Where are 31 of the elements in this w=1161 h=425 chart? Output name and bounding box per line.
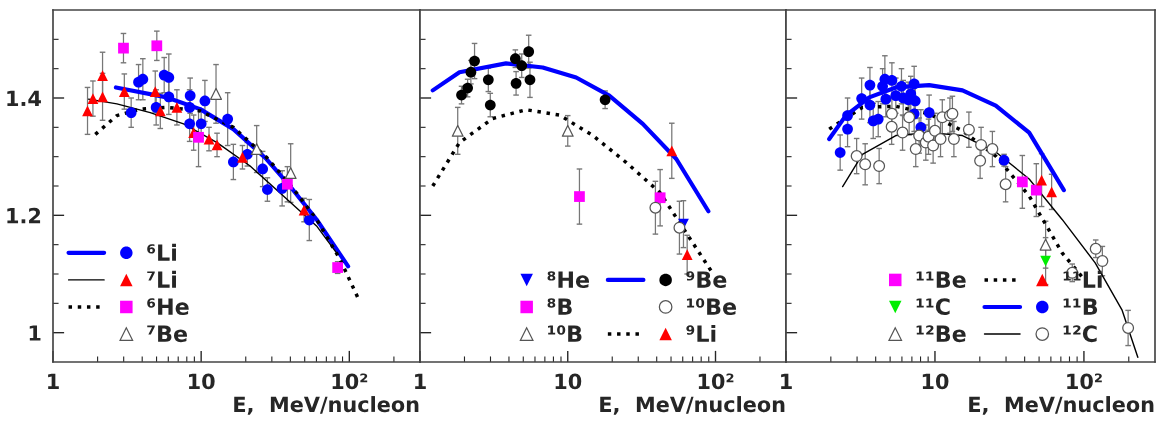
legend-label: ⁶He (147, 298, 189, 316)
legend-label: ⁷Li (147, 270, 176, 288)
x-tick-label: 1 (48, 373, 59, 389)
x-tick-label: 10² (698, 373, 734, 390)
legend-label: ¹⁰B (548, 325, 582, 342)
x-tick-label: 1 (415, 373, 426, 389)
x-tick-label: 1 (781, 373, 792, 389)
y-tick-label: 1 (29, 325, 41, 341)
legend-label: ⁹Be (686, 271, 727, 289)
legend-label: ¹⁰Be (686, 298, 737, 316)
legend-label: ¹²C (1063, 325, 1097, 343)
x-tick-label: 10² (1067, 373, 1102, 390)
legend-label: ¹²Be (916, 325, 966, 343)
x-tick-label: 10 (922, 373, 949, 390)
x-tick-label: 10 (555, 373, 582, 390)
x-tick-label: 10² (332, 373, 368, 390)
x-axis-title: E, MeV/nucleon (600, 396, 785, 415)
legend-label: ⁷Be (147, 325, 187, 343)
legend-label: ⁶Li (147, 243, 176, 261)
x-axis-title: E, MeV/nucleon (234, 396, 419, 415)
legend-label: ⁸B (547, 298, 572, 315)
legend-label: ⁸He (547, 271, 589, 289)
y-tick-label: 1.4 (7, 90, 41, 106)
legend-label: ¹¹B (1063, 298, 1098, 315)
legend-label: ¹¹Li (1063, 270, 1102, 288)
legend-label: ¹¹C (916, 298, 950, 316)
y-tick-label: 1.2 (7, 207, 41, 224)
legend-label: ⁹Li (686, 324, 716, 342)
x-tick-label: 10 (189, 373, 215, 390)
legend-label: ¹¹Be (916, 271, 966, 289)
x-axis-title: E, MeV/nucleon (969, 396, 1154, 415)
